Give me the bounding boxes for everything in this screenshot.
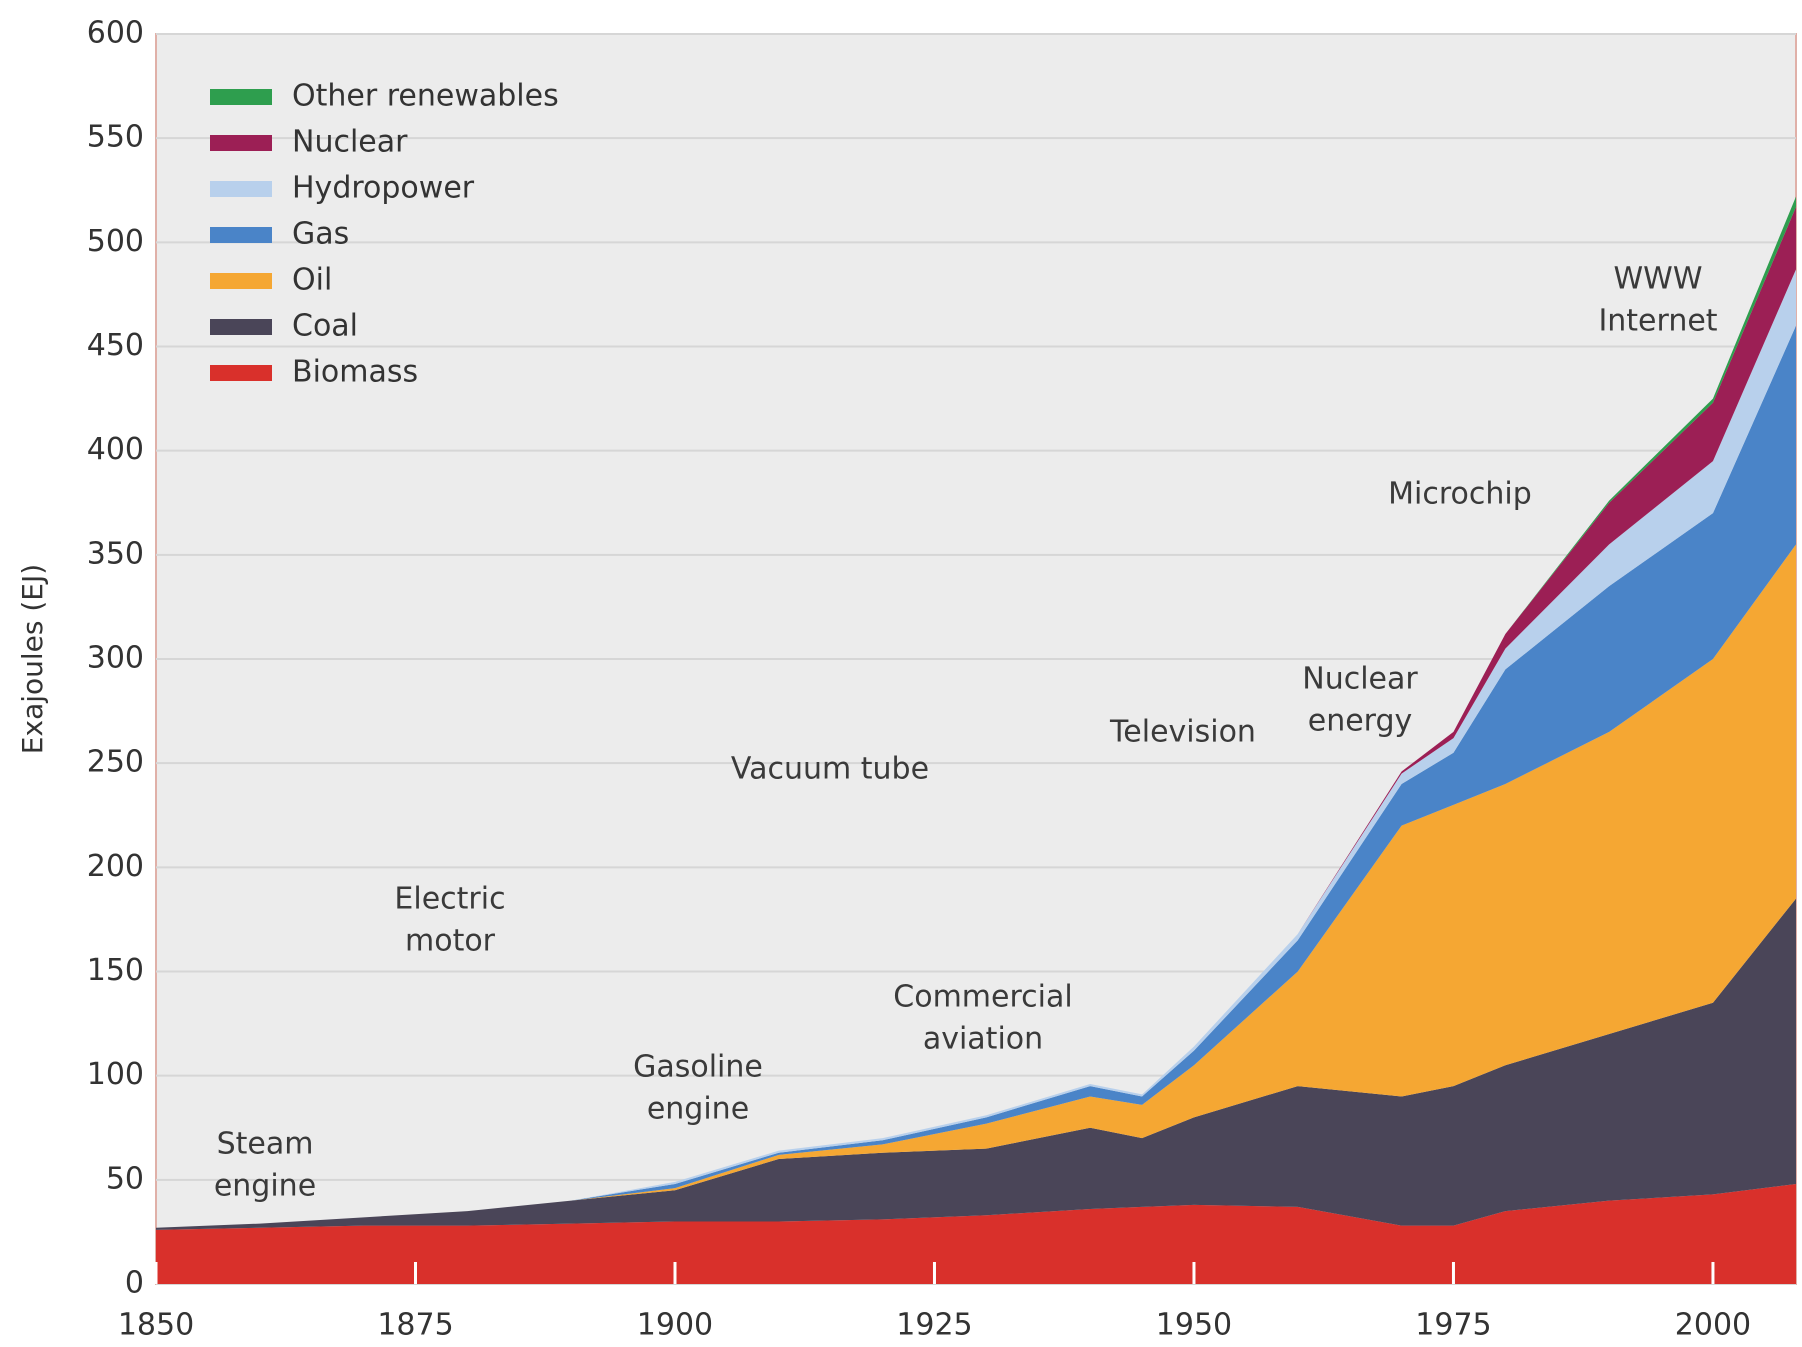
x-tick-label: 1850 [118,1308,194,1343]
area [156,325,1796,1228]
y-tick-label: 50 [106,1161,144,1196]
legend-label: Nuclear [292,125,408,160]
annotation: Internet [1598,304,1717,339]
annotation: aviation [923,1022,1043,1057]
annotation: energy [1308,704,1413,739]
x-tick-label: 1950 [1156,1308,1232,1343]
y-tick-label: 200 [87,849,144,884]
y-axis-label: Exajoules (EJ) [16,564,49,754]
annotation: Vacuum tube [731,752,929,787]
x-tick-label: 1975 [1415,1308,1491,1343]
y-tick-label: 150 [87,953,144,988]
y-tick-label: 450 [87,328,144,363]
legend-label: Hydropower [292,171,475,206]
legend-label: Gas [292,217,349,252]
x-tick-label: 1900 [637,1308,713,1343]
annotation: WWW [1614,262,1703,297]
y-tick-label: 600 [87,16,144,51]
y-tick-label: 250 [87,745,144,780]
y-tick-label: 300 [87,641,144,676]
legend-swatch [210,319,272,335]
legend-label: Coal [292,309,358,344]
annotation: Steam [217,1127,314,1162]
y-tick-label: 350 [87,536,144,571]
x-tick-label: 1925 [896,1308,972,1343]
annotation: Electric [394,882,505,917]
legend-swatch [210,89,272,105]
x-tick-label: 1875 [377,1308,453,1343]
area [156,898,1796,1230]
legend-swatch [210,365,272,381]
annotation: Commercial [893,980,1072,1015]
legend-swatch [210,227,272,243]
x-tick-label: 2000 [1675,1308,1751,1343]
annotation: motor [405,924,496,959]
legend-label: Biomass [292,355,418,390]
legend-swatch [210,273,272,289]
area [156,1184,1796,1284]
legend-label: Oil [292,263,332,298]
y-tick-label: 400 [87,432,144,467]
legend-swatch [210,181,272,197]
y-tick-label: 0 [125,1266,144,1301]
annotation: engine [214,1169,316,1204]
annotation: Nuclear [1302,662,1418,697]
annotation: engine [647,1092,749,1127]
legend-label: Other renewables [292,79,559,114]
area [156,544,1796,1228]
y-tick-label: 550 [87,120,144,155]
annotation: Microchip [1388,477,1532,512]
annotation: Gasoline [633,1050,763,1085]
y-tick-label: 100 [87,1057,144,1092]
legend-swatch [210,135,272,151]
y-tick-label: 500 [87,224,144,259]
annotation: Television [1109,715,1256,750]
